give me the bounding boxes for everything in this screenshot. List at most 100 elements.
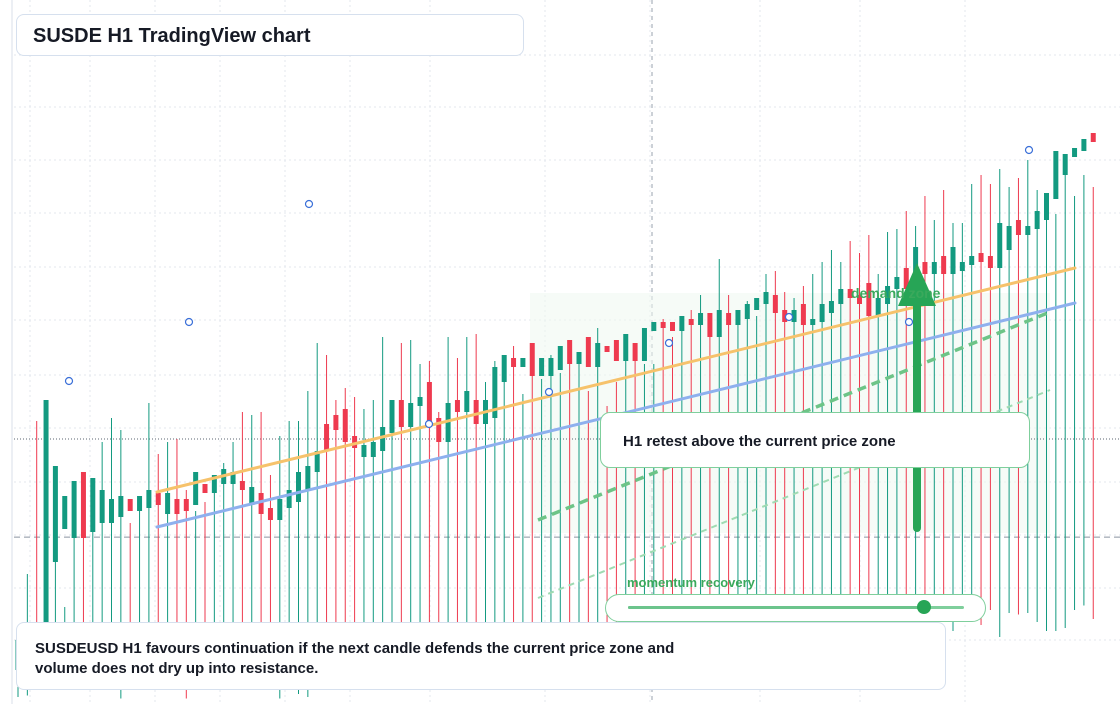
candle-body [146,490,152,508]
candles [15,133,1096,699]
candle-body [623,334,629,361]
candle-body [230,472,236,484]
candle-body [754,298,760,310]
candle-body [1090,133,1096,142]
candle [987,184,993,610]
candle [782,292,788,649]
candle [398,343,404,670]
candle [585,337,591,652]
candle-body [838,289,844,304]
candle [408,340,414,651]
candle-body [585,337,591,367]
candle-body [398,400,404,427]
candle-body [501,355,507,382]
candle-body [548,358,554,376]
candle-body [464,391,470,412]
candle-body [922,262,928,274]
candle-body [286,490,292,508]
candle-body [791,310,797,322]
candle-body [473,400,479,424]
candle [651,322,657,639]
momentum-thumb[interactable] [916,600,931,614]
signal-marker [904,317,914,327]
candle-body [436,418,442,442]
candle-body [305,466,311,490]
candle [791,298,797,640]
candle [548,355,554,654]
candle [249,415,255,657]
candle [1072,148,1078,610]
candle-body [296,472,301,502]
candle [1034,190,1040,622]
candle-body [857,295,862,304]
candle-body [258,493,264,514]
candle-body [183,499,189,511]
candle [352,397,358,658]
candle-body [389,400,395,433]
candle-body [90,478,96,532]
candle-body [670,322,675,331]
candle-body [333,415,339,430]
candle-body [380,427,386,451]
lower-projection-line [537,389,1051,599]
candle-body [772,295,778,313]
candle [978,175,984,625]
candle-body [903,268,909,289]
retest-callout: H1 retest above the current price zone [600,412,1030,468]
candle [567,340,573,663]
candle [1081,139,1087,606]
candle-body [211,475,217,493]
candle [417,364,423,655]
candle [1044,193,1049,631]
candle-body [127,499,133,511]
candle [258,412,264,663]
candle-body [52,466,58,562]
candle [380,337,386,675]
candle-body [249,487,255,505]
candle-body [735,310,741,325]
candle [576,352,582,675]
candle [1015,178,1021,615]
candle-body [529,343,535,376]
candle-body [987,256,993,268]
candle [941,190,947,610]
candle [707,313,713,642]
candle [1006,187,1012,613]
candle-body [426,382,432,421]
momentum-slider[interactable] [605,594,986,622]
candle-body [875,298,881,316]
candle [324,355,330,667]
candle-body [726,313,732,325]
candle [1025,160,1031,613]
candle-body [174,499,180,514]
signal-marker [664,338,674,348]
signal-marker [424,419,434,429]
candle-body [137,496,143,511]
signal-marker [184,317,194,327]
candle-body [716,310,722,337]
candle-body [1081,139,1087,151]
candle-body [763,292,769,304]
candle-body [782,310,788,322]
candle-body [314,451,320,472]
signal-marker [64,376,74,386]
candle-body [651,322,657,331]
candle [454,358,460,669]
candle-body [408,403,414,427]
candle [529,343,535,652]
candle-body [454,400,460,412]
candle-body [819,304,825,322]
candle-body [800,304,806,325]
candle [557,346,563,657]
candle [361,409,367,657]
candle-body [109,499,114,523]
demand-zone-label: demand zone [851,285,941,301]
candle-body [604,346,610,352]
candle-body [969,256,975,265]
candle-body [641,328,647,361]
candle-body [118,496,124,517]
candle [744,301,750,643]
candle-body [1034,211,1040,229]
candle-body [1006,226,1012,250]
